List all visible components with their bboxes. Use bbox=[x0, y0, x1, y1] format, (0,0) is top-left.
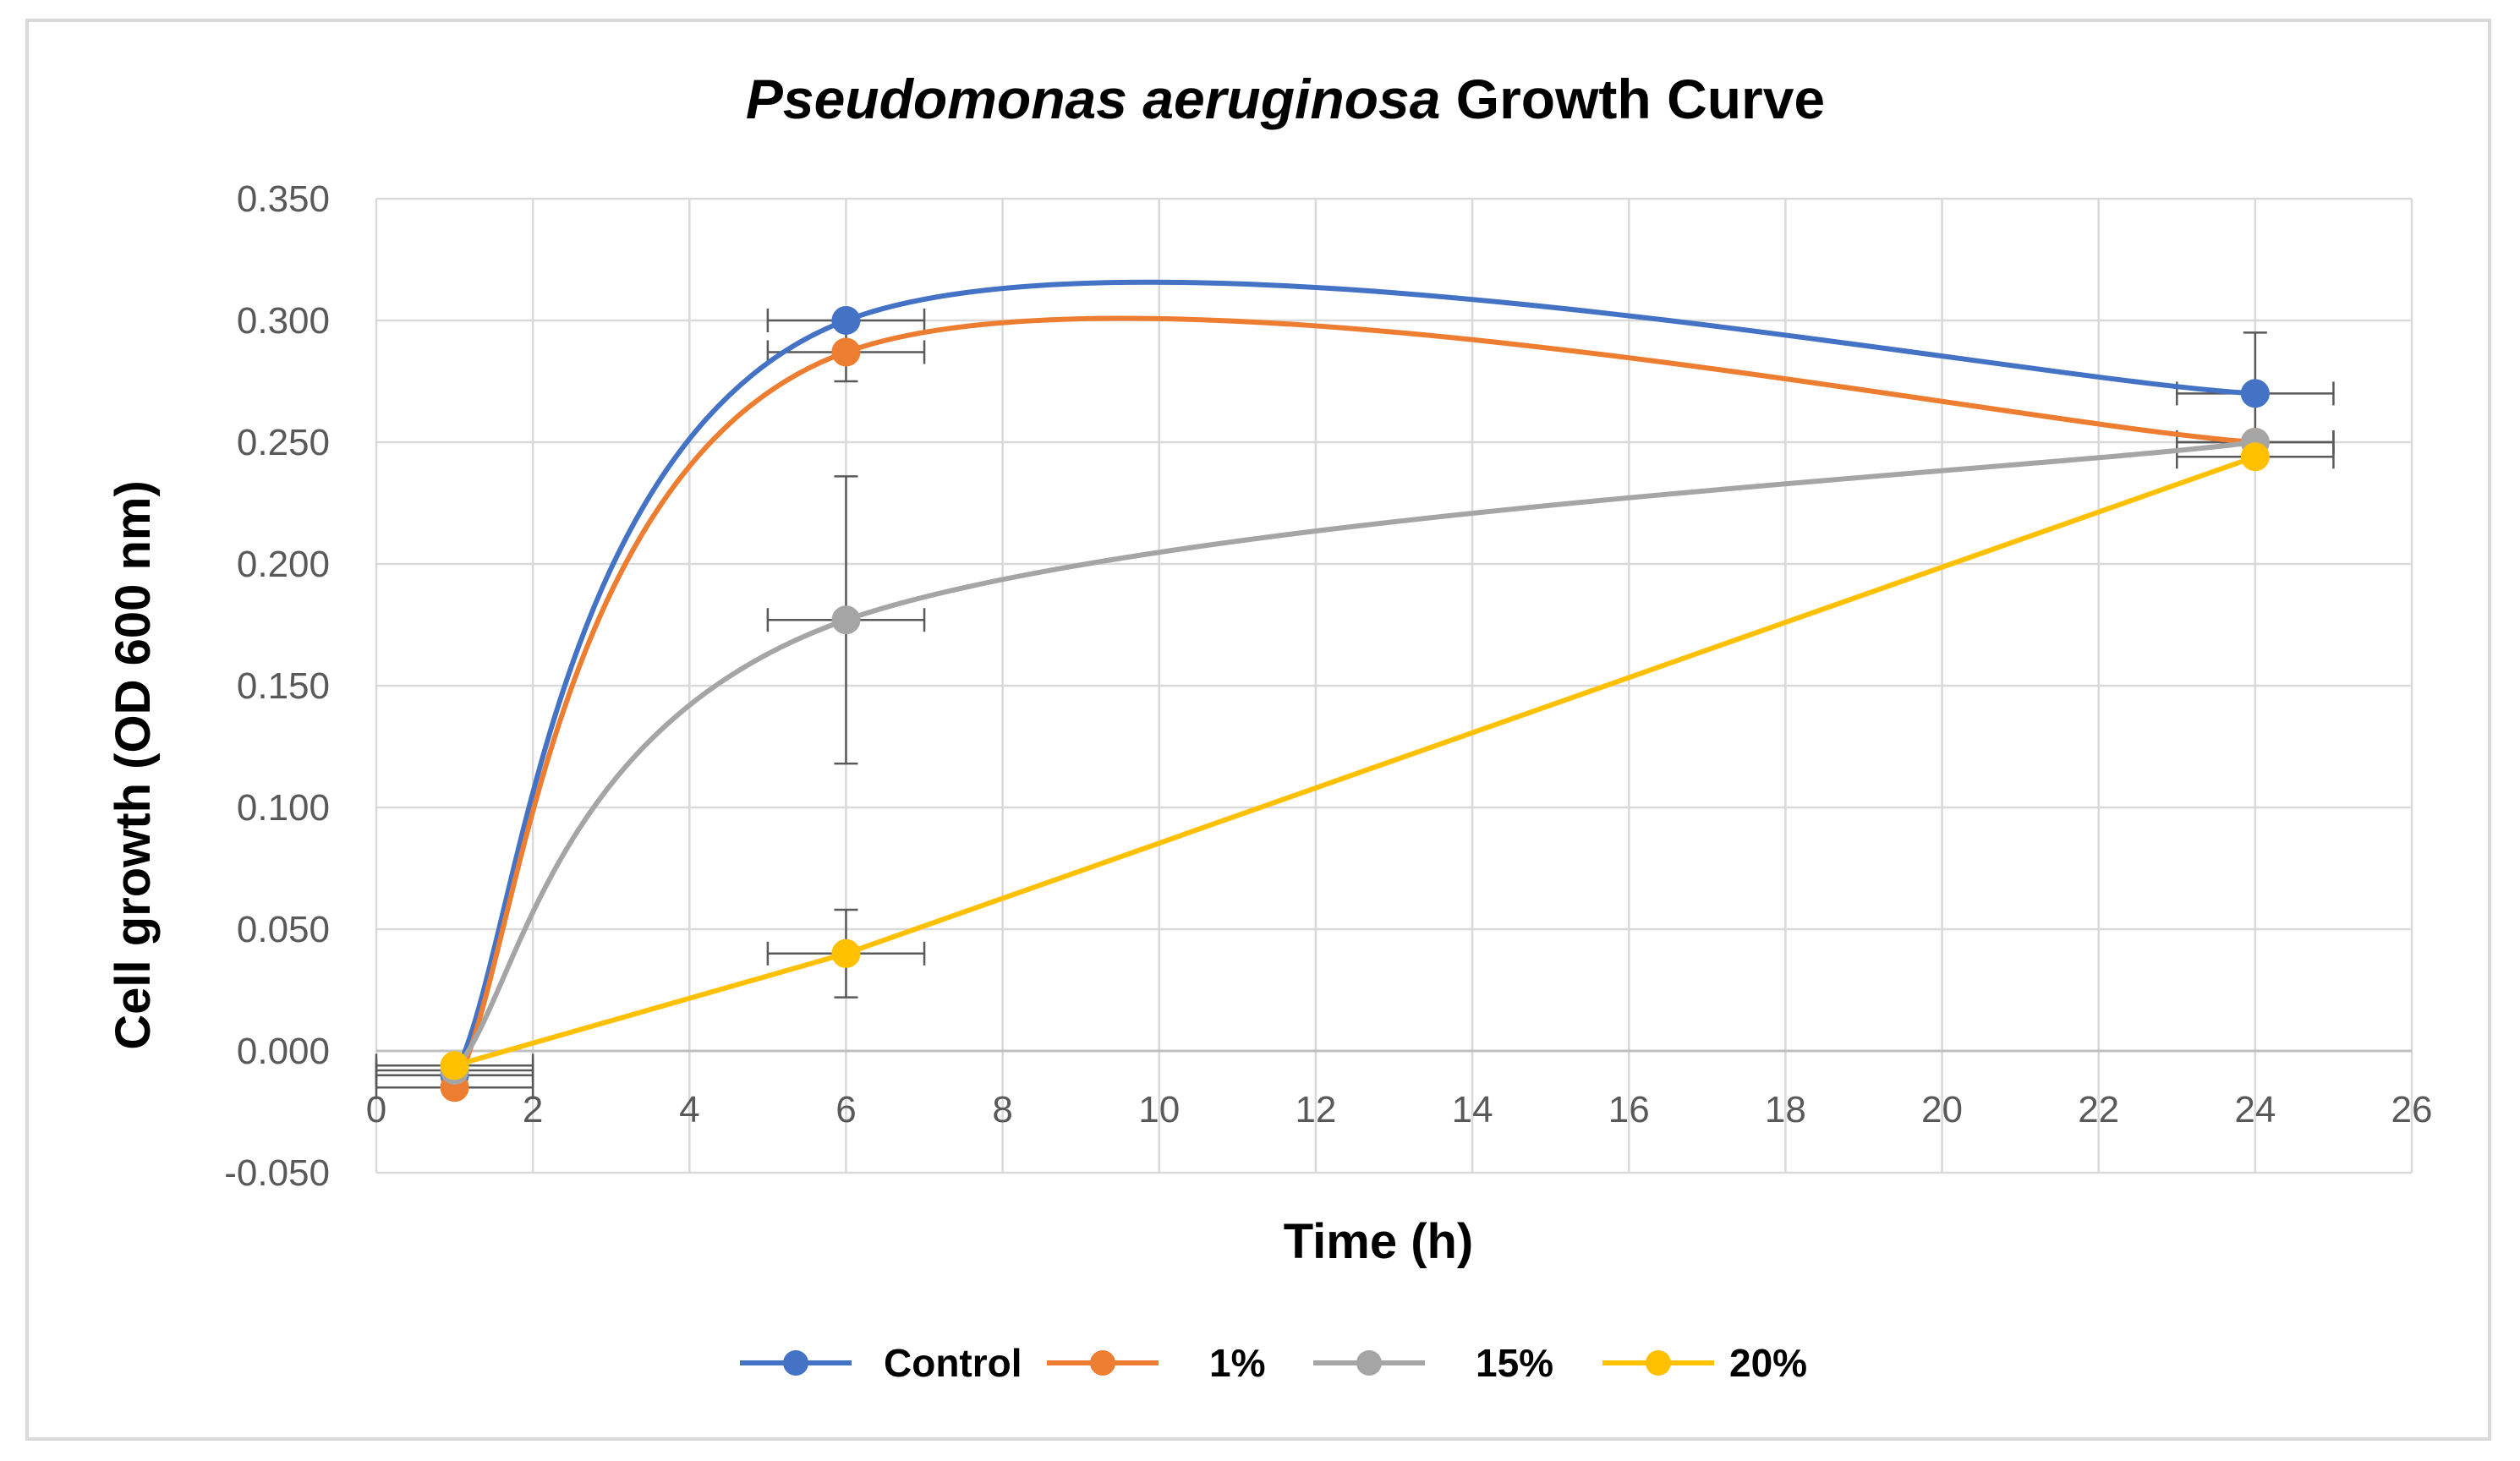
legend: Control 1% 15% 20% bbox=[740, 1341, 1807, 1385]
legend-label-2: 15% bbox=[1476, 1341, 1553, 1385]
x-tick-label: 10 bbox=[1138, 1089, 1180, 1130]
x-tick-label: 8 bbox=[992, 1089, 1012, 1130]
legend-marker-0 bbox=[783, 1350, 808, 1376]
y-tick-label: 0.200 bbox=[237, 544, 330, 585]
chart-title-rest: Growth Curve bbox=[1440, 68, 1825, 130]
data-point-series-1 bbox=[831, 337, 861, 367]
legend-label-3: 20% bbox=[1729, 1341, 1807, 1385]
legend-label-0: Control bbox=[884, 1341, 1022, 1385]
y-tick-label: -0.050 bbox=[224, 1152, 330, 1194]
y-tick-label: 0.350 bbox=[237, 178, 330, 220]
data-point-series-3 bbox=[831, 938, 861, 968]
x-tick-label: 18 bbox=[1765, 1089, 1806, 1130]
x-tick-label: 26 bbox=[2391, 1089, 2433, 1130]
legend-marker-3 bbox=[1646, 1350, 1671, 1376]
legend-marker-2 bbox=[1356, 1350, 1382, 1376]
series-points bbox=[440, 306, 2270, 1103]
chart-frame bbox=[25, 19, 2491, 1441]
data-point-series-0 bbox=[2240, 379, 2270, 408]
x-tick-label: 12 bbox=[1295, 1089, 1336, 1130]
x-tick-label: 22 bbox=[2078, 1089, 2119, 1130]
y-tick-label: 0.250 bbox=[237, 422, 330, 463]
chart-title-italic: Pseudomonas aeruginosa bbox=[746, 68, 1441, 130]
series-line-2 bbox=[452, 440, 2258, 1074]
y-tick-label: 0.150 bbox=[237, 665, 330, 707]
data-point-series-3 bbox=[440, 1051, 469, 1081]
legend-marker-1 bbox=[1090, 1350, 1115, 1376]
series-line-0 bbox=[452, 279, 2258, 1078]
legend-label-1: 1% bbox=[1209, 1341, 1265, 1385]
y-tick-label: 0.000 bbox=[237, 1031, 330, 1072]
data-point-series-0 bbox=[831, 306, 861, 335]
data-point-series-3 bbox=[2240, 442, 2270, 472]
plot-grid bbox=[375, 197, 2413, 1174]
series-line-3 bbox=[452, 454, 2258, 1069]
x-tick-label: 16 bbox=[1608, 1089, 1650, 1130]
data-point-series-2 bbox=[831, 605, 861, 635]
x-tick-label: 20 bbox=[1921, 1089, 1963, 1130]
series-lines bbox=[452, 279, 2258, 1091]
x-tick-label: 14 bbox=[1452, 1089, 1493, 1130]
y-axis-title: Cell growth (OD 600 nm) bbox=[106, 480, 161, 1050]
x-axis-title: Time (h) bbox=[1284, 1214, 1474, 1269]
x-tick-label: 4 bbox=[679, 1089, 699, 1130]
series-line-1 bbox=[452, 315, 2258, 1091]
x-tick-label: 6 bbox=[835, 1089, 856, 1130]
chart-title: Pseudomonas aeruginosa Growth Curve bbox=[746, 68, 1825, 130]
y-tick-label: 0.050 bbox=[237, 909, 330, 950]
x-tick-label: 24 bbox=[2234, 1089, 2276, 1130]
y-tick-label: 0.100 bbox=[237, 787, 330, 829]
error-bars bbox=[375, 309, 2335, 1100]
axis-tick-labels: 0 2 4 6 8 10 12 14 16 18 20 22 24 260.3500.3000.2500.… bbox=[224, 178, 2432, 1194]
y-tick-label: 0.300 bbox=[237, 300, 330, 342]
